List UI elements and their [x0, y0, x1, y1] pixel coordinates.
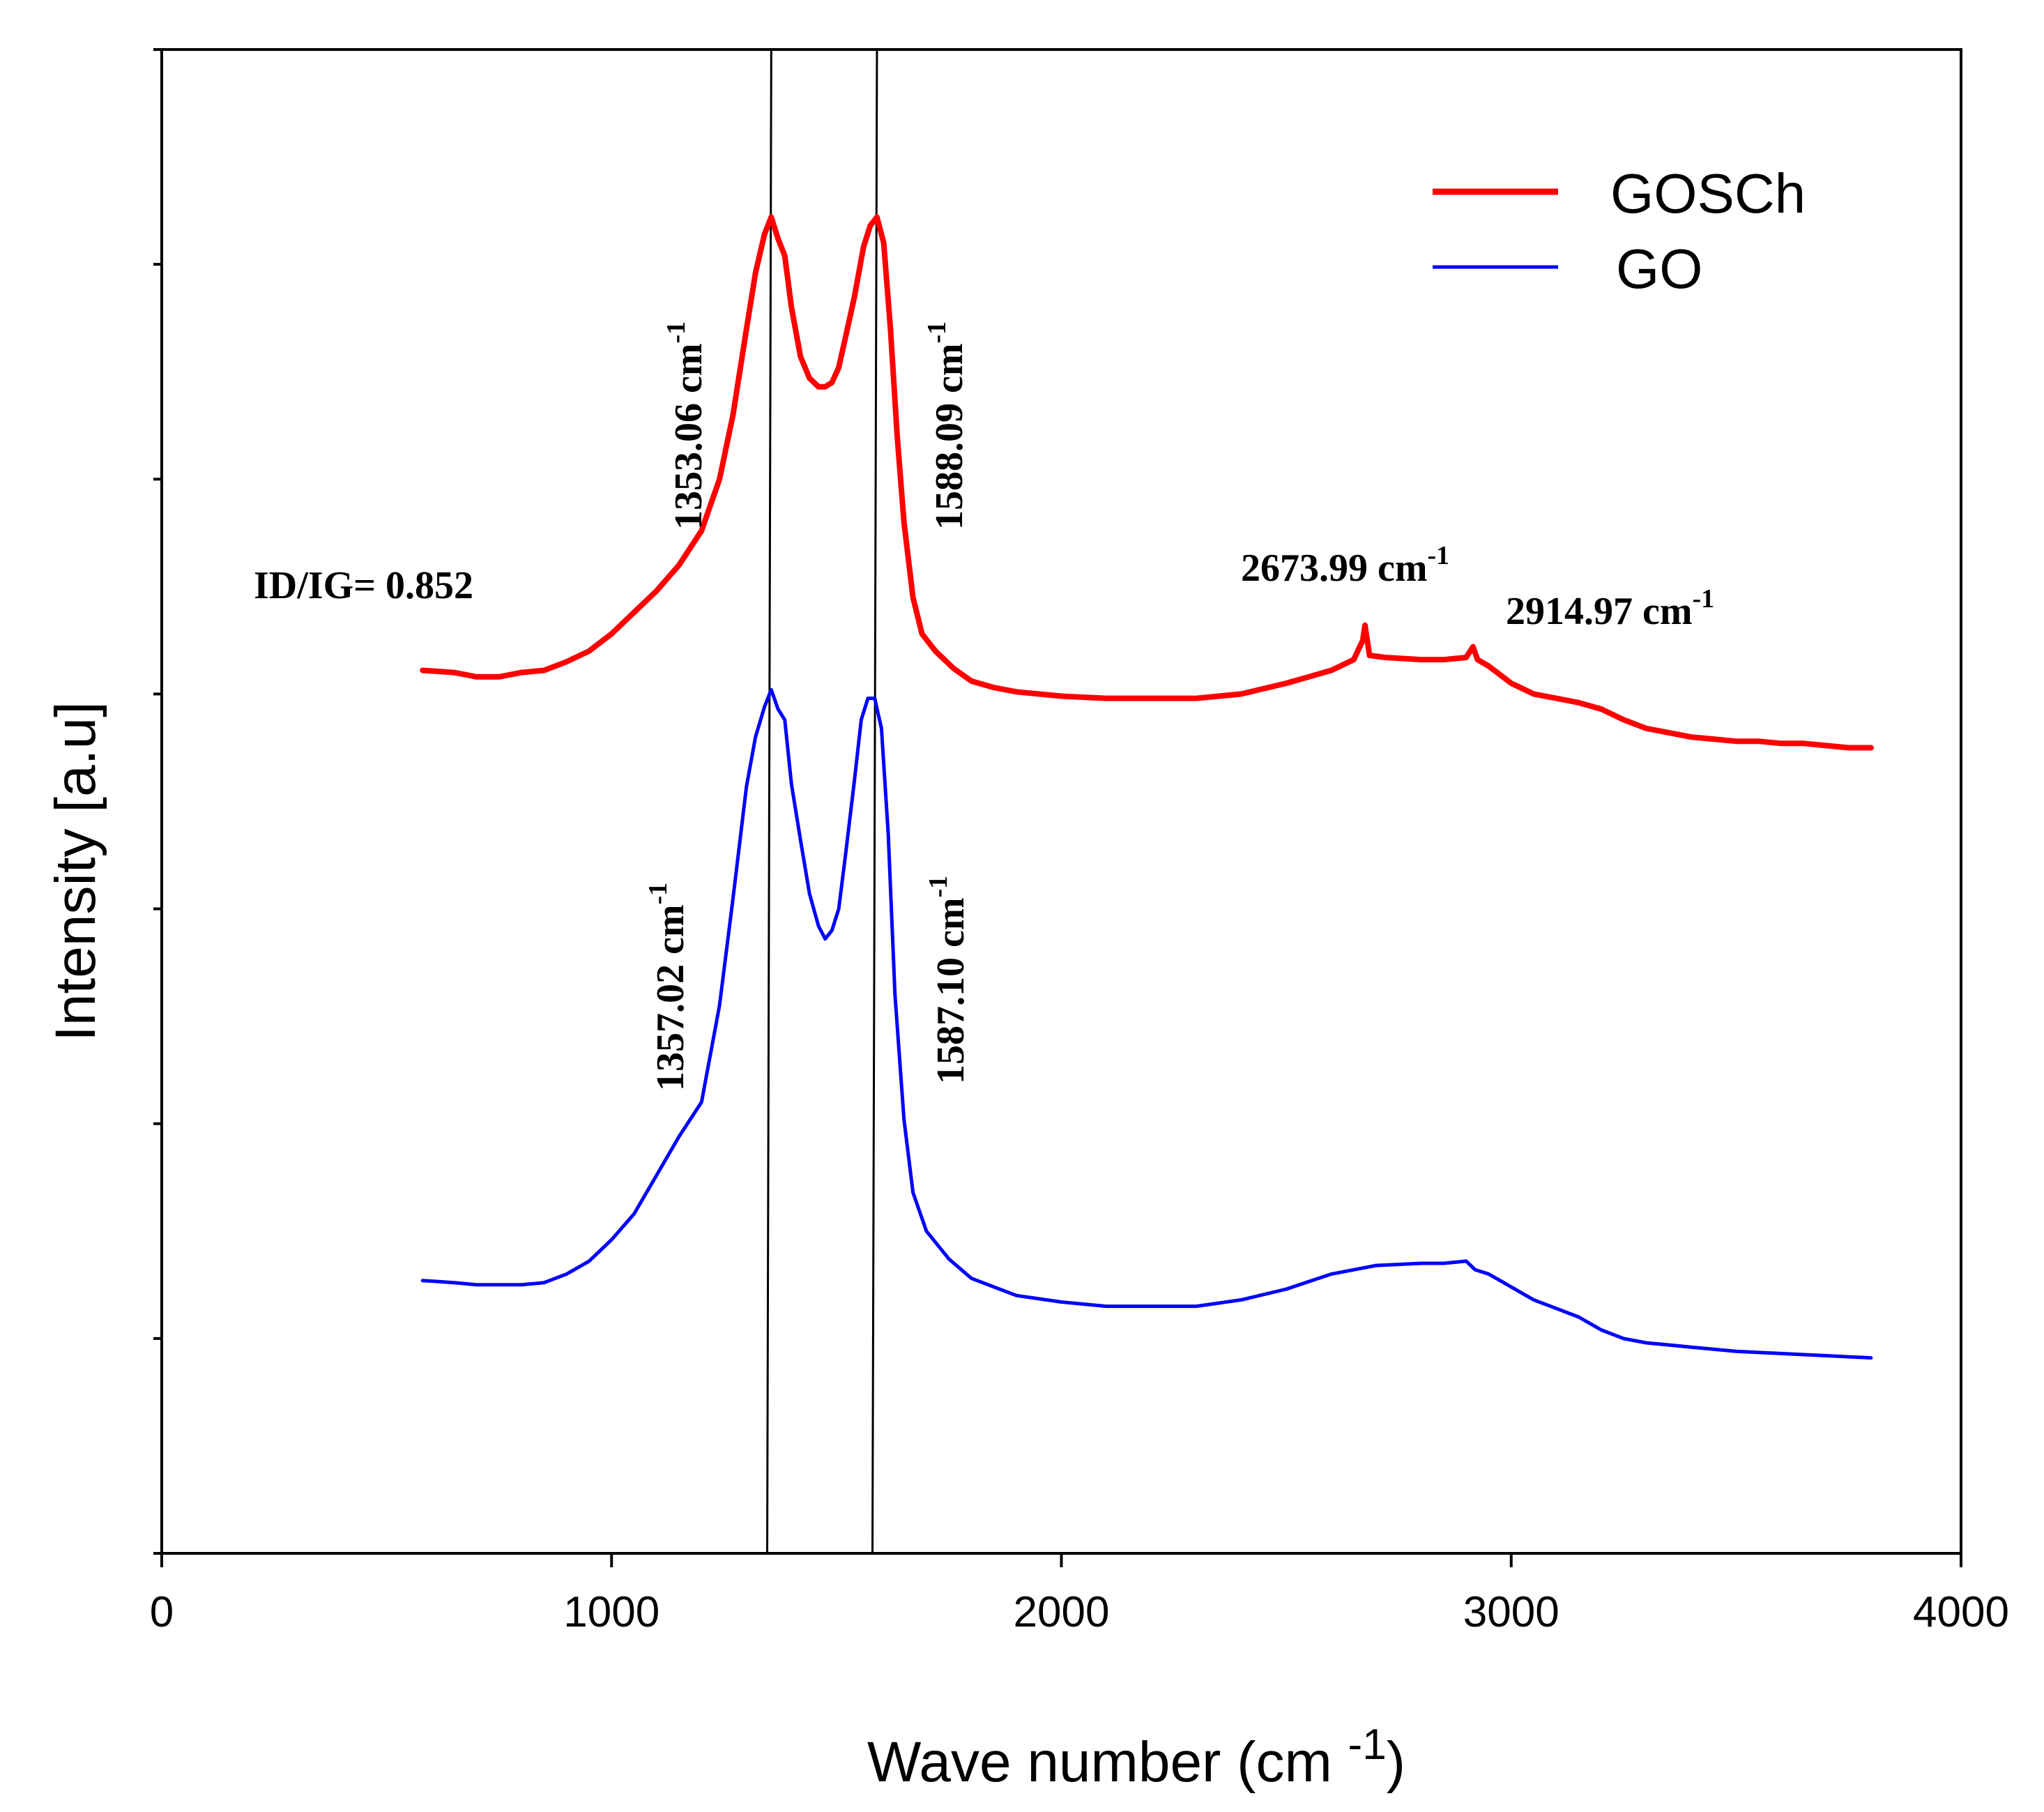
peak-reference-line: [871, 49, 878, 1554]
annotation-2d-peak-value: 2673.99 cm: [1241, 547, 1428, 590]
x-tick-label: 4000: [1913, 1588, 2009, 1636]
x-axis-title-close: ): [1387, 1730, 1405, 1794]
annotation-go-d-peak: 1357.02 cm-1: [643, 883, 692, 1091]
annotation-gosch-d-peak-sup: -1: [662, 321, 691, 344]
x-axis-title: Wave number (cm -1): [867, 1721, 1405, 1794]
x-tick-label: 3000: [1463, 1588, 1559, 1636]
x-axis-title-sup: -1: [1348, 1721, 1387, 1769]
series-layer: [420, 214, 1874, 1360]
annotation-go-g-peak-sup: -1: [924, 876, 953, 898]
peak-reference-line: [766, 49, 772, 1554]
annotation-2d-peak: 2673.99 cm-1: [1241, 541, 1449, 590]
annotation-go-g-peak-value: 1587.10 cm: [929, 897, 973, 1084]
x-axis-ticks: 0 1000 2000 3000 4000: [150, 1553, 2009, 1636]
annotation-2d-peak-sup: -1: [1428, 541, 1450, 570]
annotation-gosch-g-peak-value: 1588.09 cm: [928, 343, 971, 530]
legend: GOSCh GO: [1433, 162, 1806, 300]
annotation-go-g-peak: 1587.10 cm-1: [924, 876, 973, 1084]
annotation-2g-peak-value: 2914.97 cm: [1506, 590, 1693, 633]
x-tick-label: 1000: [563, 1588, 659, 1636]
annotation-gosch-g-peak-sup: -1: [922, 321, 952, 344]
annotation-go-d-peak-sup: -1: [643, 883, 673, 905]
y-axis-title: Intensity [a.u]: [44, 701, 107, 1042]
legend-label-gosch: GOSCh: [1610, 162, 1806, 224]
annotation-ratio: ID/IG= 0.852: [254, 564, 473, 607]
x-tick-label: 0: [150, 1588, 174, 1636]
series-line-go: [420, 687, 1873, 1360]
annotation-gosch-d-peak-value: 1353.06 cm: [667, 343, 710, 530]
x-tick-label: 2000: [1014, 1588, 1110, 1636]
annotation-gosch-d-peak: 1353.06 cm-1: [662, 321, 710, 530]
series-line-gosch: [420, 214, 1874, 751]
annotation-2g-peak: 2914.97 cm-1: [1506, 584, 1714, 633]
annotation-2g-peak-sup: -1: [1693, 584, 1715, 614]
x-axis-title-main: Wave number (cm: [867, 1730, 1348, 1794]
annotation-gosch-g-peak: 1588.09 cm-1: [922, 321, 971, 530]
annotation-go-d-peak-value: 1357.02 cm: [649, 904, 692, 1091]
legend-label-go: GO: [1616, 238, 1702, 300]
peak-marker-lines: [766, 49, 878, 1554]
